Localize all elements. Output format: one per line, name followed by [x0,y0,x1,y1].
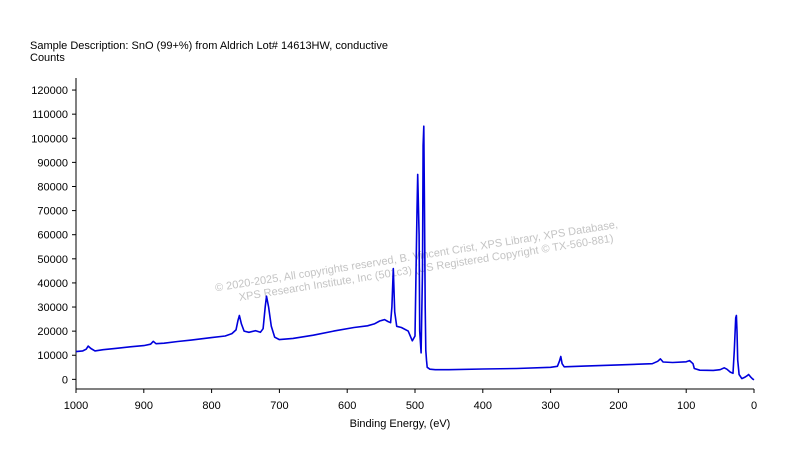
y-tick-label: 70000 [37,206,68,218]
chart-axes [72,78,755,393]
x-axis-label: Binding Energy, (eV) [349,418,451,430]
y-tick-label: 100000 [31,133,68,145]
y-tick-label: 110000 [32,109,68,121]
y-tick-label: 20000 [37,326,68,338]
y-tick-label: 120000 [31,85,68,97]
x-tick-label: 400 [474,400,492,412]
y-tick-label: 90000 [37,157,68,169]
x-tick-label: 300 [541,400,559,412]
x-tick-label: 0 [751,400,757,412]
x-tick-label: 500 [406,400,424,412]
x-tick-label: 800 [202,400,220,412]
copyright-watermark: © 2020-2025, All copyrights reserved, B.… [214,219,618,304]
y-tick-label: 30000 [37,302,68,314]
y-tick-label: 10000 [37,350,68,362]
y-tick-label: 0 [62,374,68,386]
sample-description: Sample Description: SnO (99+%) from Aldr… [30,40,388,52]
spectrum-line-0 [75,125,755,381]
y-axis-label: Counts [30,52,65,64]
watermark-line-2: XPS Research Institute, Inc (501c3) (US … [238,233,614,304]
y-tick-label: 50000 [37,254,68,266]
y-tick-label: 60000 [37,230,68,242]
x-tick-label: 100 [677,400,695,412]
x-tick-label: 1000 [64,400,88,412]
x-tick-label: 600 [338,400,356,412]
plot-area [75,125,755,381]
x-tick-label: 700 [270,400,288,412]
x-tick-label: 900 [135,400,153,412]
y-tick-label: 80000 [37,181,68,193]
y-tick-label: 40000 [37,278,68,290]
x-tick-label: 200 [609,400,627,412]
tick-labels: 0100002000030000400005000060000700008000… [31,85,757,412]
